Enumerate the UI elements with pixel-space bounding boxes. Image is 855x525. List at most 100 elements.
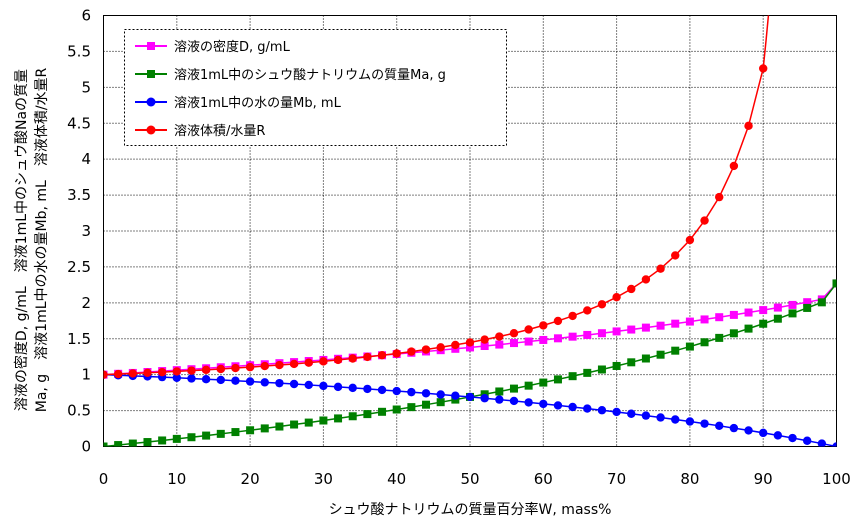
data-point-water bbox=[348, 383, 357, 393]
data-point-density bbox=[583, 330, 592, 339]
data-point-ratio bbox=[627, 284, 636, 294]
data-point-mass bbox=[128, 439, 137, 447]
data-point-mass bbox=[539, 378, 548, 387]
legend-entry-density: 溶液の密度D, g/mL bbox=[135, 39, 291, 55]
data-point-mass bbox=[187, 433, 196, 442]
data-point-water bbox=[201, 374, 211, 384]
data-point-mass bbox=[348, 412, 357, 421]
data-point-ratio bbox=[157, 367, 167, 377]
data-point-mass bbox=[304, 418, 313, 427]
data-point-water bbox=[363, 384, 372, 394]
data-point-mass bbox=[143, 438, 152, 447]
legend-label-ratio: 溶液体積/水量R bbox=[174, 124, 265, 139]
data-point-water bbox=[759, 428, 768, 438]
x-axis-title: シュウ酸ナトリウムの質量百分率W, mass% bbox=[329, 501, 612, 518]
data-point-ratio bbox=[465, 338, 475, 347]
x-tick-label: 0 bbox=[99, 470, 109, 488]
data-point-ratio bbox=[245, 362, 255, 372]
data-point-mass bbox=[363, 410, 372, 419]
data-point-ratio bbox=[201, 365, 211, 375]
data-point-ratio bbox=[715, 192, 724, 202]
x-tick-label: 70 bbox=[607, 470, 626, 488]
data-point-water bbox=[436, 390, 445, 399]
data-point-water bbox=[333, 382, 343, 392]
y-tick-label: 0 bbox=[81, 438, 91, 456]
data-point-mass bbox=[114, 441, 123, 447]
data-point-mass bbox=[832, 279, 837, 288]
data-point-water bbox=[509, 396, 519, 406]
data-point-density bbox=[495, 340, 504, 349]
data-point-ratio bbox=[172, 367, 181, 376]
data-point-mass bbox=[817, 298, 826, 307]
data-point-mass bbox=[231, 428, 240, 437]
y-tick-label: 4 bbox=[81, 150, 91, 168]
data-point-mass bbox=[685, 342, 694, 351]
data-point-density bbox=[612, 327, 621, 336]
legend-marker-ratio bbox=[146, 125, 156, 135]
data-point-water bbox=[715, 421, 724, 431]
data-point-density bbox=[715, 313, 724, 322]
data-point-water bbox=[568, 402, 577, 412]
data-point-mass bbox=[656, 350, 665, 359]
data-point-mass bbox=[246, 426, 255, 435]
data-point-ratio bbox=[583, 306, 592, 315]
data-point-ratio bbox=[759, 64, 768, 73]
data-point-mass bbox=[729, 329, 738, 338]
data-point-ratio bbox=[103, 370, 108, 379]
legend-marker-mass bbox=[147, 70, 155, 78]
data-point-mass bbox=[583, 368, 592, 377]
data-point-mass bbox=[612, 361, 621, 370]
data-point-density bbox=[788, 300, 797, 309]
data-point-water bbox=[539, 399, 548, 409]
data-point-density bbox=[597, 329, 606, 338]
legend-marker-water bbox=[146, 97, 156, 107]
data-point-mass bbox=[319, 416, 328, 425]
data-point-water bbox=[641, 411, 651, 420]
data-point-density bbox=[641, 323, 650, 332]
data-point-mass bbox=[407, 403, 416, 412]
data-point-mass bbox=[597, 365, 606, 374]
legend: 溶液の密度D, g/mL 溶液1mL中のシュウ酸ナトリウムの質量Ma, g 溶液… bbox=[124, 29, 507, 146]
data-point-mass bbox=[334, 414, 343, 423]
data-point-ratio bbox=[348, 354, 357, 363]
data-point-ratio bbox=[128, 369, 138, 378]
y-axis-title-line-1-group: 溶液の密度D, g/mL 溶液1mL中のシュウ酸Naの質量 bbox=[13, 69, 30, 411]
data-point-density bbox=[656, 321, 665, 330]
data-point-ratio bbox=[392, 349, 401, 358]
legend-label-mass: 溶液1mL中のシュウ酸ナトリウムの質量Ma, g bbox=[174, 68, 446, 83]
data-point-water bbox=[802, 436, 812, 445]
data-point-water bbox=[465, 392, 475, 402]
data-point-ratio bbox=[729, 161, 739, 171]
data-point-mass bbox=[641, 354, 650, 363]
data-point-water bbox=[700, 419, 709, 428]
x-tick-label: 40 bbox=[387, 470, 406, 488]
y-tick-label: 1 bbox=[81, 366, 91, 384]
data-point-ratio bbox=[304, 358, 313, 367]
data-point-mass bbox=[275, 422, 284, 431]
data-point-density bbox=[759, 306, 768, 315]
data-point-ratio bbox=[421, 345, 431, 354]
data-point-ratio bbox=[113, 369, 123, 379]
data-point-water bbox=[656, 413, 665, 422]
data-point-ratio bbox=[656, 264, 665, 273]
data-point-density bbox=[524, 337, 533, 346]
data-point-water bbox=[685, 417, 695, 426]
data-point-water bbox=[627, 409, 636, 418]
data-point-ratio bbox=[539, 321, 548, 330]
legend-entry-ratio: 溶液体積/水量R bbox=[135, 124, 265, 139]
data-point-density bbox=[466, 343, 474, 352]
data-point-ratio bbox=[407, 347, 416, 356]
data-point-water bbox=[553, 401, 563, 410]
data-point-ratio bbox=[495, 332, 504, 341]
data-point-mass bbox=[378, 407, 387, 416]
legend-label-density: 溶液の密度D, g/mL bbox=[174, 39, 291, 55]
data-point-mass bbox=[773, 314, 782, 323]
data-point-ratio bbox=[260, 361, 269, 371]
data-point-water bbox=[377, 385, 387, 395]
data-point-ratio bbox=[480, 335, 489, 344]
x-tick-label: 80 bbox=[680, 470, 699, 488]
data-point-water bbox=[172, 373, 181, 382]
y-axis-title-line-2: Ma, g 溶液1mL中の水の量Mb, mL 溶液体積/水量R bbox=[34, 67, 50, 412]
x-tick-label: 30 bbox=[314, 470, 333, 488]
